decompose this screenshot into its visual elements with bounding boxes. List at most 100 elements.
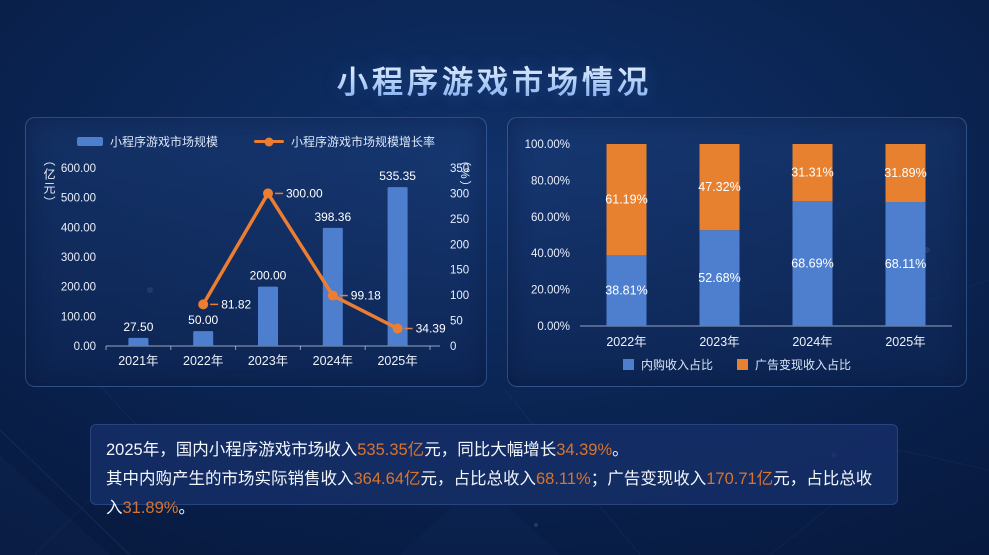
left-axis-title: （亿元） — [42, 154, 56, 210]
y-axis-tick: 80.00% — [531, 175, 570, 187]
x-axis-label: 2025年 — [885, 335, 925, 349]
summary-highlight: 364.64亿 — [353, 470, 421, 488]
line-value-label: 81.82 — [221, 297, 251, 311]
line-point-2023年 — [263, 188, 273, 199]
iap-segment-label: 68.69% — [791, 256, 833, 270]
line-value-label: 300.00 — [286, 186, 323, 200]
iap-segment-2023年 — [699, 230, 740, 326]
ad-segment-2024年 — [792, 144, 833, 201]
bar-2023年 — [258, 286, 278, 346]
iap-segment-2024年 — [792, 200, 833, 326]
page-title: 小程序游戏市场情况 — [0, 57, 989, 102]
legend-item-ad-share[interactable]: 广告变现收入占比 — [737, 356, 851, 373]
x-axis-label: 2021年 — [118, 354, 158, 368]
y-axis-tick: 0.00% — [537, 321, 570, 333]
iap-segment-2025年 — [885, 202, 926, 326]
legend-label: 内购收入占比 — [640, 358, 713, 372]
right-axis-title: （%） — [458, 154, 472, 195]
right-axis-tick: 50 — [450, 316, 463, 328]
x-axis-label: 2023年 — [699, 335, 739, 349]
summary-highlight: 34.39% — [556, 441, 613, 459]
ad-segment-2023年 — [699, 144, 740, 231]
legend-label: 小程序游戏市场规模增长率 — [291, 135, 436, 149]
summary-line-1: 2025年，国内小程序游戏市场收入535.35亿元，同比大幅增长34.39%。 — [106, 436, 883, 465]
y-axis-tick: 40.00% — [531, 248, 570, 260]
revenue-share-chart: 0.00% 20.00% 40.00% 60.00% 80.00% 100.00% 38.8… — [525, 139, 952, 349]
right-axis-tick: 0 — [450, 341, 456, 353]
line-point-2025年 — [392, 323, 403, 334]
x-axis-label: 2025年 — [377, 354, 417, 368]
revenue-share-chart-panel: 0.00% 20.00% 40.00% 60.00% 80.00% 100.00% 38.8… — [507, 117, 967, 387]
x-axis-label: 2024年 — [792, 335, 832, 349]
line-value-label: 99.18 — [351, 289, 381, 303]
summary-panel: 2025年，国内小程序游戏市场收入535.35亿元，同比大幅增长34.39%。 … — [90, 424, 898, 517]
ad-segment-label: 47.32% — [698, 180, 740, 194]
bar-value-label: 535.35 — [379, 169, 416, 183]
summary-text: 。 — [178, 499, 195, 517]
y-axis-tick: 60.00% — [531, 212, 570, 224]
market-scale-chart-panel: 小程序游戏市场规模 小程序游戏市场规模增长率 （亿元） （%） 0.00 100.… — [25, 117, 487, 387]
bar-2025年 — [387, 187, 408, 346]
line-point-2022年 — [198, 299, 209, 310]
x-axis-label: 2024年 — [313, 354, 353, 368]
summary-text: 元，占比总收入 — [106, 470, 873, 517]
summary-text: 。 — [612, 441, 629, 459]
right-axis-tick: 300 — [450, 188, 469, 200]
summary-text: 2025年，国内小程序游戏市场收入 — [106, 441, 358, 459]
line-value-label: 34.39 — [416, 322, 446, 336]
summary-highlight: 535.35亿 — [357, 441, 425, 459]
legend-item-market-scale[interactable]: 小程序游戏市场规模 — [76, 133, 218, 150]
summary-highlight: 170.71亿 — [706, 470, 774, 488]
line-series-swatch — [254, 137, 284, 146]
line-point-2024年 — [327, 290, 338, 301]
right-axis-tick: 200 — [450, 239, 469, 251]
summary-text: ；广告变现收入 — [590, 470, 707, 488]
bar-2022年 — [193, 331, 214, 346]
x-axis-label: 2023年 — [248, 354, 288, 368]
legend-label: 小程序游戏市场规模 — [109, 135, 218, 149]
iap-segment-label: 38.81% — [605, 284, 647, 298]
left-axis-tick: 100.00 — [61, 311, 96, 323]
market-scale-legend: 小程序游戏市场规模 小程序游戏市场规模增长率 — [26, 133, 486, 150]
iap-segment-label: 52.68% — [698, 271, 740, 285]
y-axis-tick: 100.00% — [525, 139, 570, 151]
left-axis-tick: 0.00 — [74, 341, 96, 353]
legend-item-growth-rate[interactable]: 小程序游戏市场规模增长率 — [254, 133, 435, 150]
x-axis-label: 2022年 — [606, 335, 646, 349]
summary-text: 元，同比大幅增长 — [424, 441, 557, 459]
left-axis-tick: 300.00 — [61, 252, 96, 264]
bar-value-label: 27.50 — [123, 320, 153, 334]
right-axis-tick: 350 — [450, 163, 469, 175]
summary-line-2: 其中内购产生的市场实际销售收入364.64亿元，占比总收入68.11%；广告变现… — [106, 465, 883, 523]
left-axis-tick: 600.00 — [61, 163, 96, 175]
summary-text: 其中内购产生的市场实际销售收入 — [106, 470, 354, 488]
iap-series-swatch — [622, 359, 634, 370]
summary-highlight: 68.11% — [535, 470, 591, 488]
ad-segment-label: 61.19% — [605, 193, 647, 207]
bar-2021年 — [128, 337, 149, 346]
ad-segment-2022年 — [606, 144, 647, 256]
ad-segment-2025年 — [885, 144, 926, 203]
legend-item-iap-share[interactable]: 内购收入占比 — [622, 356, 713, 373]
left-axis-tick: 500.00 — [61, 193, 96, 205]
iap-segment-2022年 — [606, 255, 647, 326]
right-axis-tick: 100 — [450, 290, 469, 302]
bar-value-label: 50.00 — [188, 313, 218, 327]
summary-text: 元，占比总收入 — [420, 470, 536, 488]
growth-rate-line — [201, 191, 399, 331]
legend-label: 广告变现收入占比 — [755, 358, 852, 372]
ad-segment-label: 31.89% — [884, 166, 926, 180]
ad-segment-label: 31.31% — [791, 165, 833, 179]
line-point-icon — [264, 137, 274, 146]
bar-value-label: 200.00 — [250, 269, 287, 283]
right-axis-tick: 150 — [450, 265, 469, 277]
bar-series-swatch — [76, 137, 103, 146]
iap-segment-label: 68.11% — [885, 257, 926, 271]
bar-value-label: 398.36 — [314, 210, 351, 224]
left-axis-tick: 200.00 — [61, 282, 96, 294]
y-axis-tick: 20.00% — [531, 285, 570, 297]
ad-series-swatch — [737, 359, 748, 370]
revenue-share-legend: 内购收入占比 广告变现收入占比 — [508, 356, 966, 373]
bar-2024年 — [322, 227, 343, 346]
